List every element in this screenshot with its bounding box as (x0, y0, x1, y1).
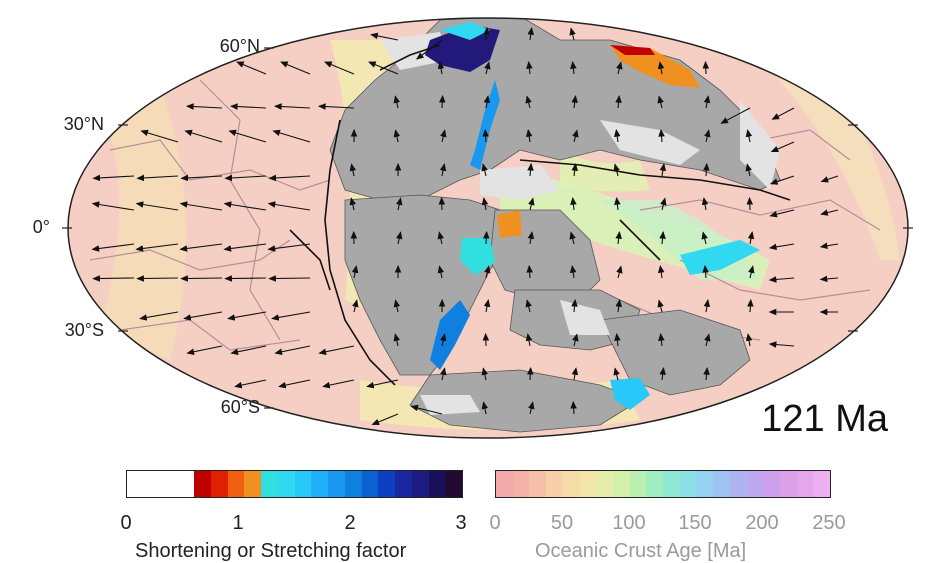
latitude-label-equator: 0° (0, 217, 50, 238)
latitude-label-60n: 60°N (150, 36, 260, 57)
colorbar-right-swatch (596, 471, 613, 497)
colorbar-left-swatch (345, 471, 362, 497)
colorbar-left-swatch (127, 471, 144, 497)
stretching-factor-colorbar (126, 470, 463, 498)
colorbar-left-swatch (194, 471, 211, 497)
colorbar-right-swatch (613, 471, 630, 497)
colorbar-right-swatch (680, 471, 697, 497)
colorbar-right-tick: 100 (612, 512, 645, 535)
colorbar-right-swatch (546, 471, 563, 497)
colorbar-right-swatch (529, 471, 546, 497)
colorbar-left-swatch (328, 471, 345, 497)
paleogeographic-map (0, 0, 946, 551)
colorbar-left-title: Shortening or Stretching factor (135, 540, 406, 563)
colorbar-right-swatch (813, 471, 830, 497)
colorbar-left-swatch (177, 471, 194, 497)
colorbar-right-swatch (563, 471, 580, 497)
colorbar-left-swatch (261, 471, 278, 497)
plate-motion-arrow (750, 198, 751, 210)
colorbar-left-swatch (211, 471, 228, 497)
colorbar-left-swatch (244, 471, 261, 497)
colorbar-left-swatch (144, 471, 161, 497)
colorbar-left-tick: 2 (344, 512, 355, 535)
colorbar-right-tick: 50 (551, 512, 573, 535)
colorbar-right-swatch (763, 471, 780, 497)
colorbar-left-swatch (395, 471, 412, 497)
colorbar-right-swatch (730, 471, 747, 497)
plate-motion-arrow (137, 278, 178, 279)
plate-motion-arrow (486, 232, 487, 244)
colorbar-right-swatch (580, 471, 597, 497)
latitude-label-60s: 60°S (150, 397, 260, 418)
plate-motion-arrow (442, 96, 443, 108)
plate-motion-arrow (225, 278, 266, 279)
plate-motion-arrow (269, 278, 310, 279)
colorbar-right-tick: 250 (812, 512, 845, 535)
plate-motion-arrow (93, 278, 134, 279)
colorbar-left-swatch (228, 471, 245, 497)
colorbar-right-swatch (780, 471, 797, 497)
colorbar-left-swatch (362, 471, 379, 497)
colorbar-right-swatch (663, 471, 680, 497)
colorbar-left-swatch (295, 471, 312, 497)
oceanic-crust-age-colorbar (495, 470, 831, 498)
plate-motion-arrow (706, 62, 707, 74)
colorbar-right-swatch (747, 471, 764, 497)
colorbar-right-swatch (513, 471, 530, 497)
colorbar-right-swatch (797, 471, 814, 497)
colorbar-left-swatch (412, 471, 429, 497)
plate-motion-arrow (181, 278, 222, 279)
colorbar-left-swatch (311, 471, 328, 497)
colorbar-left-tick: 1 (232, 512, 243, 535)
latitude-label-30n: 30°N (0, 114, 104, 135)
colorbar-left-tick: 3 (455, 512, 466, 535)
colorbar-left-swatch (161, 471, 178, 497)
colorbar-left-tick: 0 (120, 512, 131, 535)
colorbar-left-swatch (445, 471, 462, 497)
plate-motion-arrow (530, 368, 531, 380)
colorbar-right-swatch (496, 471, 513, 497)
age-label: 121 Ma (761, 398, 888, 441)
colorbar-right-swatch (630, 471, 647, 497)
colorbar-left-swatch (378, 471, 395, 497)
colorbar-right-title: Oceanic Crust Age [Ma] (535, 540, 746, 563)
colorbar-right-tick: 150 (678, 512, 711, 535)
colorbar-right-swatch (696, 471, 713, 497)
latitude-label-30s: 30°S (0, 320, 104, 341)
colorbar-right-tick: 0 (489, 512, 500, 535)
colorbar-right-tick: 200 (745, 512, 778, 535)
colorbar-right-swatch (713, 471, 730, 497)
colorbar-left-swatch (429, 471, 446, 497)
colorbar-right-swatch (646, 471, 663, 497)
colorbar-left-swatch (278, 471, 295, 497)
